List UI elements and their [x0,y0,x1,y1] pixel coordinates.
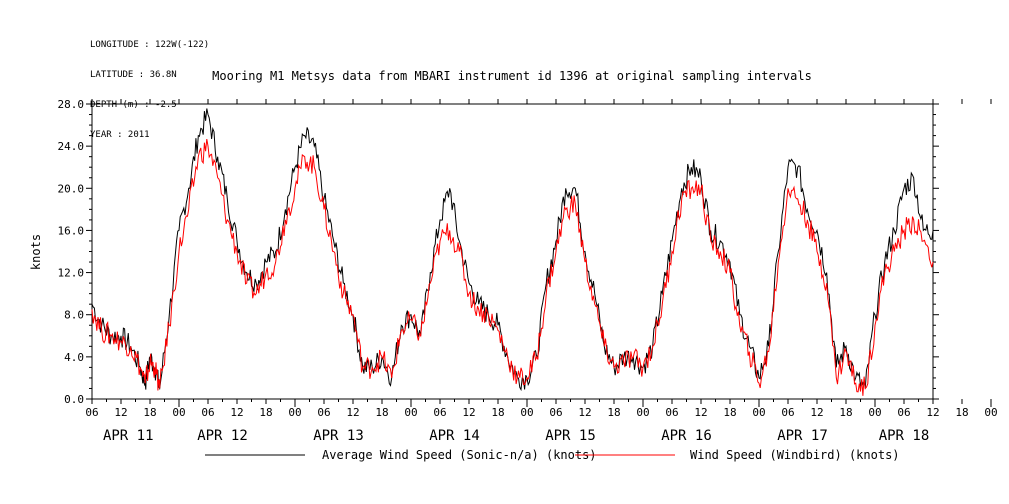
x-tick-label: 06 [549,406,562,419]
day-label: APR 17 [777,428,828,444]
y-tick-label: 4.0 [64,351,84,364]
x-tick-label: 12 [114,406,127,419]
y-tick-label: 8.0 [64,309,84,322]
metadata-block: LONGITUDE : 122W(-122) LATITUDE : 36.8N … [90,20,209,150]
x-tick-label: 18 [375,406,388,419]
year-text: YEAR : 2011 [90,130,150,140]
day-label: APR 14 [429,428,480,444]
longitude-text: LONGITUDE : 122W(-122) [90,40,210,50]
chart-title: Mooring M1 Metsys data from MBARI instru… [212,69,812,83]
y-tick-label: 12.0 [58,267,85,280]
depth-text: DEPTH (m) : -2.5 [90,100,177,110]
y-tick-label: 0.0 [64,393,84,406]
x-tick-label: 06 [317,406,330,419]
y-axis-label: knots [29,234,43,270]
x-tick-label: 06 [665,406,678,419]
day-label: APR 16 [661,428,712,444]
x-tick-label: 06 [201,406,214,419]
x-axis: 06 12 18 00 06 12 18 00 06 12 18 00 06 12 18 00 06 12 18 00… [85,99,998,444]
series-group [91,108,934,396]
x-tick-label: 12 [462,406,475,419]
day-label: APR 18 [879,428,930,444]
x-tick-label: 00 [752,406,765,419]
x-tick-label: 18 [143,406,156,419]
plot-frame [91,103,934,400]
x-tick-label: 18 [259,406,272,419]
x-tick-label: 12 [926,406,939,419]
x-tick-label: 18 [955,406,968,419]
x-tick-label: 06 [781,406,794,419]
x-tick-label: 18 [839,406,852,419]
x-tick-label: 06 [897,406,910,419]
y-tick-label: 16.0 [58,224,85,237]
day-label: APR 11 [103,428,154,444]
x-tick-label: 00 [636,406,649,419]
x-tick-label: 06 [433,406,446,419]
x-tick-label: 00 [172,406,185,419]
day-label: APR 15 [545,428,596,444]
x-tick-label: 18 [607,406,620,419]
x-tick-label: 12 [810,406,823,419]
x-tick-label: 00 [288,406,301,419]
x-tick-label: 00 [404,406,417,419]
legend-label-windbird: Wind Speed (Windbird) (knots) [690,448,900,462]
x-tick-label: 00 [868,406,881,419]
x-tick-label: 12 [578,406,591,419]
x-tick-label: 00 [520,406,533,419]
x-tick-label: 18 [723,406,736,419]
y-tick-label: 24.0 [58,140,85,153]
x-tick-label: 12 [230,406,243,419]
y-tick-label: 28.0 [58,98,85,111]
day-label: APR 12 [197,428,248,444]
day-label: APR 13 [313,428,364,444]
x-tick-label: 12 [346,406,359,419]
x-tick-label: 00 [984,406,997,419]
x-tick-label: 18 [491,406,504,419]
legend: Average Wind Speed (Sonic-n/a) (knots) Wi… [205,448,900,462]
x-tick-label: 12 [694,406,707,419]
series-line-windbird-wind-speed [91,139,934,396]
legend-label-average: Average Wind Speed (Sonic-n/a) (knots) [322,448,597,462]
x-tick-label: 06 [85,406,98,419]
y-tick-label: 20.0 [58,182,85,195]
y-axis: 0.0 4.0 8.0 12.0 16.0 20.0 24.0 28.0 [58,98,939,406]
latitude-text: LATITUDE : 36.8N [90,70,177,80]
series-line-average-wind-speed [91,108,934,392]
